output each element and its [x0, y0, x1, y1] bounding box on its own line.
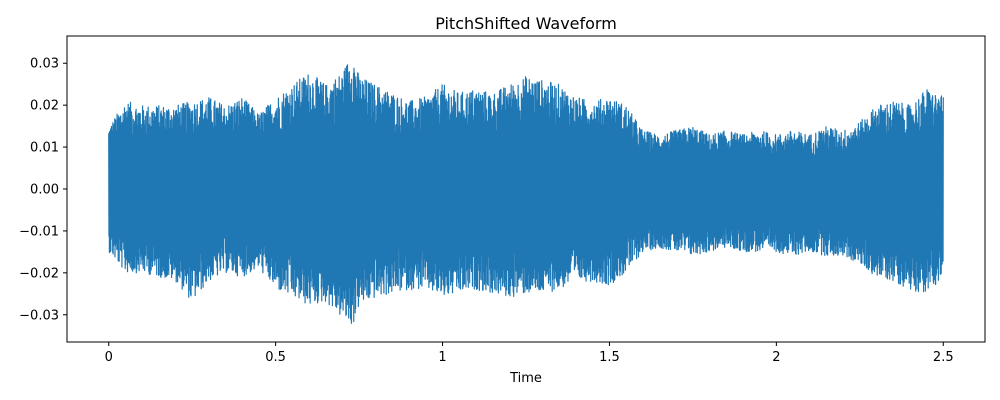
x-tick-label: 2 [772, 350, 780, 365]
x-tick-label: 0 [105, 350, 113, 365]
plot-area [108, 64, 944, 324]
x-tick-label: 1 [438, 350, 446, 365]
x-axis: 0 0.5 1 1.5 2 2.5 [105, 342, 954, 365]
x-tick-label: 0.5 [265, 350, 286, 365]
y-tick-label: 0.00 [30, 183, 59, 198]
waveform-series-line [108, 64, 944, 324]
y-tick-label: −0.03 [19, 308, 59, 323]
y-axis: −0.03 −0.02 −0.01 0.00 0.01 0.02 0.03 [19, 57, 67, 323]
y-tick-label: 0.02 [30, 99, 59, 114]
y-tick-label: −0.02 [19, 266, 59, 281]
y-tick-label: 0.03 [30, 57, 59, 72]
y-tick-label: 0.01 [30, 141, 59, 156]
y-tick-label: −0.01 [19, 224, 59, 239]
chart-title: PitchShifted Waveform [435, 14, 617, 33]
x-tick-label: 1.5 [599, 350, 620, 365]
x-tick-label: 2.5 [933, 350, 954, 365]
x-axis-label: Time [509, 371, 542, 386]
